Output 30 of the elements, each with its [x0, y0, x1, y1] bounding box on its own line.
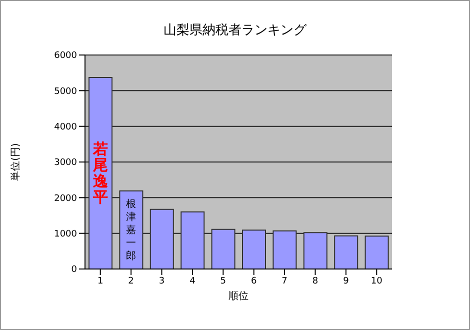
- x-tick-label: 10: [370, 276, 383, 286]
- bar: [272, 230, 297, 269]
- x-tick-label: 5: [220, 276, 226, 286]
- x-tick-label: 2: [128, 276, 134, 286]
- chart-title: 山梨県納税者ランキング: [162, 22, 308, 39]
- x-tick-label: 3: [158, 276, 165, 286]
- y-axis-title: 単位(円): [10, 143, 22, 181]
- bar: [364, 236, 389, 269]
- x-tick-label: 6: [250, 276, 257, 286]
- annotation: 若尾逸平: [92, 140, 109, 206]
- bar: [211, 228, 236, 269]
- x-tick-label: 1: [97, 276, 104, 286]
- bar: [303, 232, 328, 269]
- bar: [180, 211, 205, 269]
- x-tick-label: 8: [312, 276, 318, 286]
- y-tick-label: 6000: [54, 51, 78, 62]
- annotation: 根津嘉一郎: [126, 197, 136, 262]
- y-tick-label: 2000: [54, 194, 78, 204]
- x-tick-label: 9: [343, 276, 350, 286]
- x-axis-title: 順位: [228, 290, 248, 302]
- bar: [150, 208, 174, 269]
- x-tick-label: 4: [190, 276, 196, 286]
- y-tick-label: 1000: [54, 230, 78, 240]
- y-tick-label: 5000: [54, 86, 78, 97]
- bar: [334, 235, 358, 269]
- x-tick-label: 7: [282, 276, 288, 286]
- y-tick-label: 4000: [54, 122, 78, 133]
- y-tick-label: 3000: [54, 158, 78, 168]
- bar: [242, 230, 266, 269]
- y-tick-label: 0: [71, 265, 78, 276]
